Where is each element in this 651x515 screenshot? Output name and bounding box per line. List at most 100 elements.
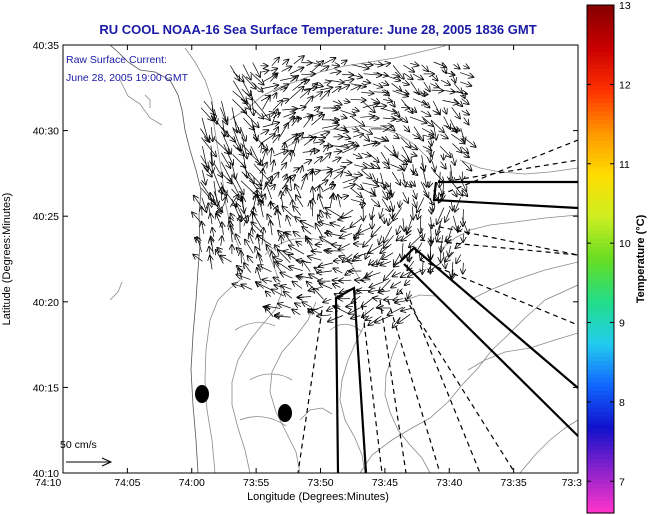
current-vector-arrow [340,143,353,146]
current-vector-arrow [281,67,292,72]
current-vector-arrow [303,160,312,164]
current-vector-arrow [282,99,289,101]
y-tick-label: 40:25 [33,211,59,223]
current-vector-arrow [362,183,378,186]
current-vector-arrow [291,117,299,127]
current-vector-arrow [331,87,340,94]
current-vector-arrow [266,183,272,200]
current-vector-arrow [362,100,375,112]
current-vector-arrow [321,125,339,129]
current-vector-arrow [332,101,342,105]
current-vector-arrow [381,198,390,211]
colorbar-segment [587,165,614,171]
current-vector-arrow [453,83,462,93]
current-vector-arrow [375,315,391,323]
colorbar-segment [587,364,614,370]
colorbar-frame [586,4,615,514]
current-vector-arrow [441,235,443,252]
current-vector-arrow [372,106,386,107]
current-vector-arrow [392,118,402,120]
current-vector-arrow [343,101,350,102]
colorbar-tick-label: 12 [619,79,631,91]
current-vector-arrow [368,244,383,254]
map-plot-area: 50 cm/s Raw Surface Current: June 28, 20… [60,44,579,474]
colorbar-segment [587,479,614,484]
current-vector-arrow [411,181,415,186]
current-vector-arrow [383,118,395,119]
colorbar-segment [587,428,614,434]
current-vector-arrow [271,109,278,126]
current-vector-arrow [333,284,341,288]
current-vector-arrow [284,143,285,155]
current-vector-arrow [245,240,254,254]
current-vector-arrow [211,145,213,166]
current-vector-arrow [289,87,303,99]
current-vector-arrow [453,98,462,107]
colorbar-segment [587,174,614,180]
current-vector-arrow [220,172,232,183]
current-vector-arrow [420,216,421,233]
colorbar-segment [587,496,614,501]
current-vector-arrow [310,149,314,156]
current-vector-arrow [262,169,263,183]
current-vector-arrow [459,72,473,78]
current-vector-arrow [381,89,389,96]
colorbar-segment [587,233,614,239]
current-vector-arrow [361,153,370,156]
y-tick-label: 40:20 [33,297,59,309]
current-vector-arrow [232,144,244,156]
current-vector-arrow [335,307,351,316]
current-vector-arrow [421,116,433,126]
x-axis-ticks: 74:10 74:05 74:00 73:55 73:50 73:45 73:40 73:35… [35,45,582,489]
current-vector-arrow [410,154,417,156]
colorbar-segment [587,339,614,345]
current-vector-arrow [279,88,286,90]
temperature-colorbar: 13 12 11 10 9 8 7 Temperature (°C) [586,0,647,514]
current-vector-arrow [400,137,411,147]
current-vector-arrow [391,108,399,116]
current-vector-arrow [420,110,431,116]
colorbar-segment [587,280,614,285]
current-vector-arrow [220,256,232,263]
current-vector-arrow [296,195,304,207]
current-vector-arrow [382,190,387,200]
current-vector-arrow [371,206,374,219]
current-vector-arrow [461,160,471,171]
colorbar-segment [587,246,614,252]
colorbar-segment [587,377,614,383]
current-vector-arrow [313,142,324,144]
current-vector-arrow [388,217,390,225]
current-vector-arrow [300,174,306,190]
current-vector-arrow [292,309,301,316]
current-vector-arrow [312,251,322,252]
x-tick-label: 73:3 [562,477,583,489]
current-vector-arrow [456,254,461,264]
colorbar-segment [587,369,614,374]
current-vector-arrow [423,135,433,138]
current-vector-arrow [302,302,312,308]
current-vector-arrow [302,227,312,235]
current-vector-arrow [300,166,302,174]
colorbar-label: Temperature (°C) [635,214,647,303]
current-vector-arrow [256,282,273,291]
colorbar-segment [587,110,614,116]
current-vector-arrow [361,170,372,178]
current-vector-arrow [362,81,370,83]
current-vector-arrow [370,198,379,207]
colorbar-segment [587,30,614,36]
current-vector-arrow [362,104,378,108]
current-vector-arrow [464,153,469,157]
current-vector-arrow [301,221,314,228]
colorbar-segment [587,144,614,150]
current-vector-arrow [201,162,212,177]
current-vector-arrow [291,107,306,111]
colorbar-segment [587,38,614,44]
current-vector-arrow [341,146,358,154]
colorbar-segment [587,483,614,489]
current-vector-arrow [373,179,388,186]
current-vector-arrow [451,181,463,196]
current-vector-arrow [222,222,224,235]
current-vector-arrow [251,107,263,119]
current-vector-arrow [413,198,416,208]
current-vector-arrow [461,98,469,105]
